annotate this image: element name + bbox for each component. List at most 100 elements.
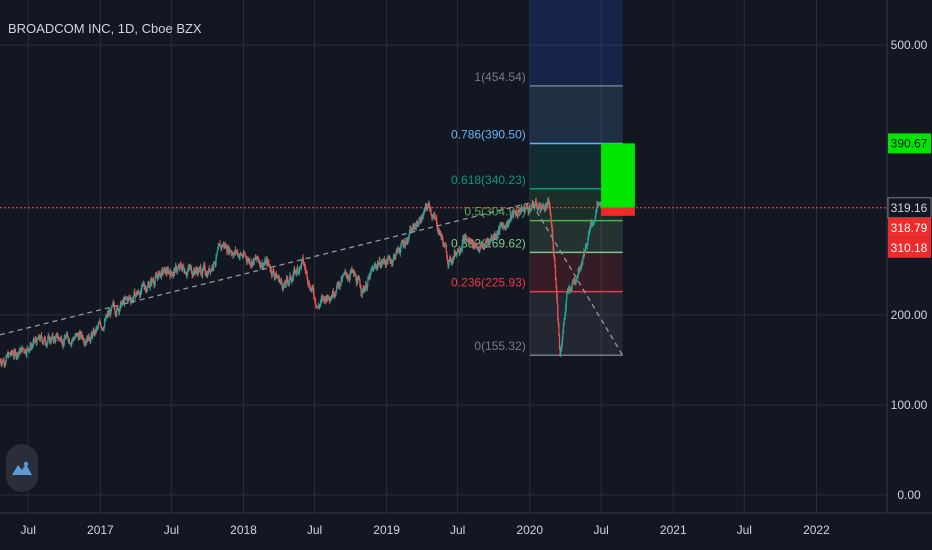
candle-body: [194, 271, 197, 273]
tradingview-logo-icon[interactable]: [6, 444, 38, 492]
candle-body: [183, 266, 185, 270]
candle-body: [295, 270, 297, 272]
candle-body: [274, 275, 276, 277]
candle-body: [438, 230, 441, 235]
candle-body: [319, 304, 321, 306]
candle-body: [254, 258, 256, 260]
candle-body: [118, 311, 121, 313]
candle-body: [423, 209, 425, 213]
candle-body: [324, 298, 326, 302]
candle-body: [42, 341, 44, 344]
candle-body: [71, 341, 73, 344]
candle-body: [44, 339, 47, 343]
candle-body: [289, 275, 292, 278]
candle-body: [387, 259, 389, 264]
candle-body: [428, 203, 430, 206]
candle-body: [187, 271, 189, 274]
candle-body: [456, 252, 458, 254]
candle-body: [347, 277, 350, 279]
candle-body: [526, 205, 528, 207]
candle-body: [164, 267, 166, 273]
candle-body: [412, 226, 414, 232]
candle-body: [511, 215, 513, 218]
candle-body: [355, 275, 357, 281]
candle-body: [104, 321, 106, 327]
candle-body: [16, 353, 18, 357]
candle-body: [519, 213, 521, 215]
candle-body: [246, 258, 248, 262]
candle-body: [162, 269, 164, 273]
candle-body: [280, 279, 283, 282]
candle-body: [585, 245, 587, 253]
candle-body: [68, 339, 70, 343]
candle-body: [307, 277, 309, 282]
candle-body: [216, 254, 218, 257]
candle-body: [309, 285, 311, 290]
candle-body: [426, 207, 429, 210]
candle-body: [556, 285, 558, 297]
candle-body: [359, 285, 362, 289]
candle-body: [335, 291, 337, 296]
candle-body: [180, 266, 182, 271]
candle-body: [198, 267, 201, 270]
candle-body: [218, 244, 220, 246]
candle-body: [562, 324, 565, 333]
candle-body: [279, 281, 281, 283]
candle-body: [548, 199, 550, 204]
price-tick-label: 0.00: [897, 488, 921, 502]
candle-body: [249, 259, 251, 264]
candle-body: [457, 249, 459, 253]
candle-body: [578, 268, 580, 271]
candle-body: [581, 261, 583, 267]
candle-body: [106, 315, 108, 317]
candle-body: [380, 265, 382, 268]
candle-body: [567, 288, 570, 292]
candle-body: [245, 255, 247, 257]
candle-body: [204, 264, 206, 270]
candle-body: [546, 204, 548, 208]
candle-body: [34, 340, 36, 342]
candle-body: [382, 262, 384, 264]
price-axis-background: [887, 0, 932, 550]
candle-body: [10, 351, 12, 355]
candle-body: [151, 279, 153, 284]
candle-body: [350, 271, 352, 273]
candle-body: [42, 343, 44, 345]
candle-body: [283, 286, 285, 288]
candle-body: [505, 223, 507, 229]
candle-body: [255, 257, 257, 259]
candle-body: [489, 239, 491, 242]
candle-body: [582, 257, 584, 263]
price-label: 318.79: [891, 221, 928, 235]
candle-body: [219, 243, 221, 247]
candle-body: [374, 265, 376, 267]
candle-body: [24, 350, 27, 353]
candle-body: [404, 243, 407, 247]
candle-body: [176, 269, 178, 272]
candle-body: [152, 280, 155, 283]
candle-body: [266, 259, 268, 265]
candle-body: [325, 296, 327, 302]
candle-body: [433, 214, 436, 216]
candle-body: [115, 309, 118, 316]
candle-body: [528, 208, 530, 213]
candle-body: [262, 263, 264, 267]
time-tick-label: Jul: [21, 523, 36, 537]
candles: [0, 196, 602, 368]
candle-body: [154, 283, 156, 286]
candle-body: [538, 203, 541, 208]
candle-body: [3, 363, 6, 365]
candle-body: [440, 232, 442, 237]
candle-body: [11, 352, 14, 354]
candle-body: [157, 275, 159, 279]
candle-body: [28, 349, 31, 351]
candle-body: [458, 250, 460, 252]
candle-body: [564, 317, 566, 321]
candle-body: [517, 212, 519, 217]
candle-body: [484, 242, 487, 247]
candle-body: [508, 222, 510, 225]
candle-body: [77, 334, 79, 336]
candle-body: [328, 295, 330, 298]
